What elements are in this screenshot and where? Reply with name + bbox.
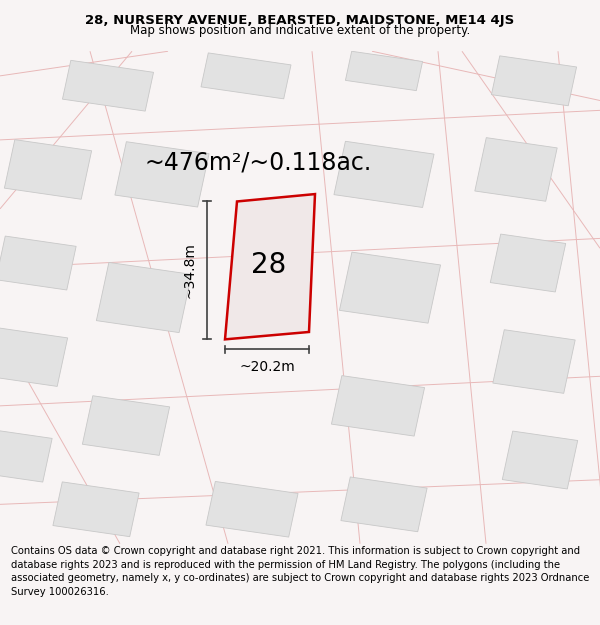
Polygon shape xyxy=(0,428,52,482)
Text: 28, NURSERY AVENUE, BEARSTED, MAIDSTONE, ME14 4JS: 28, NURSERY AVENUE, BEARSTED, MAIDSTONE,… xyxy=(85,14,515,27)
Polygon shape xyxy=(62,61,154,111)
Polygon shape xyxy=(225,194,315,339)
Polygon shape xyxy=(115,142,209,207)
Polygon shape xyxy=(493,330,575,393)
Text: ~34.8m: ~34.8m xyxy=(182,242,196,298)
Polygon shape xyxy=(475,138,557,201)
Polygon shape xyxy=(502,431,578,489)
Polygon shape xyxy=(491,56,577,106)
Polygon shape xyxy=(331,376,425,436)
Polygon shape xyxy=(334,141,434,208)
Polygon shape xyxy=(0,327,68,386)
Polygon shape xyxy=(346,51,422,91)
Text: Map shows position and indicative extent of the property.: Map shows position and indicative extent… xyxy=(130,24,470,38)
Polygon shape xyxy=(82,396,170,456)
Text: ~20.2m: ~20.2m xyxy=(239,360,295,374)
Text: Contains OS data © Crown copyright and database right 2021. This information is : Contains OS data © Crown copyright and d… xyxy=(11,546,589,597)
Polygon shape xyxy=(201,53,291,99)
Polygon shape xyxy=(97,262,191,332)
Polygon shape xyxy=(341,477,427,532)
Polygon shape xyxy=(0,236,76,290)
Text: ~476m²/~0.118ac.: ~476m²/~0.118ac. xyxy=(145,150,371,174)
Polygon shape xyxy=(206,481,298,537)
Polygon shape xyxy=(4,139,92,199)
Polygon shape xyxy=(490,234,566,292)
Polygon shape xyxy=(340,252,440,323)
Text: 28: 28 xyxy=(251,251,286,279)
Polygon shape xyxy=(53,482,139,537)
